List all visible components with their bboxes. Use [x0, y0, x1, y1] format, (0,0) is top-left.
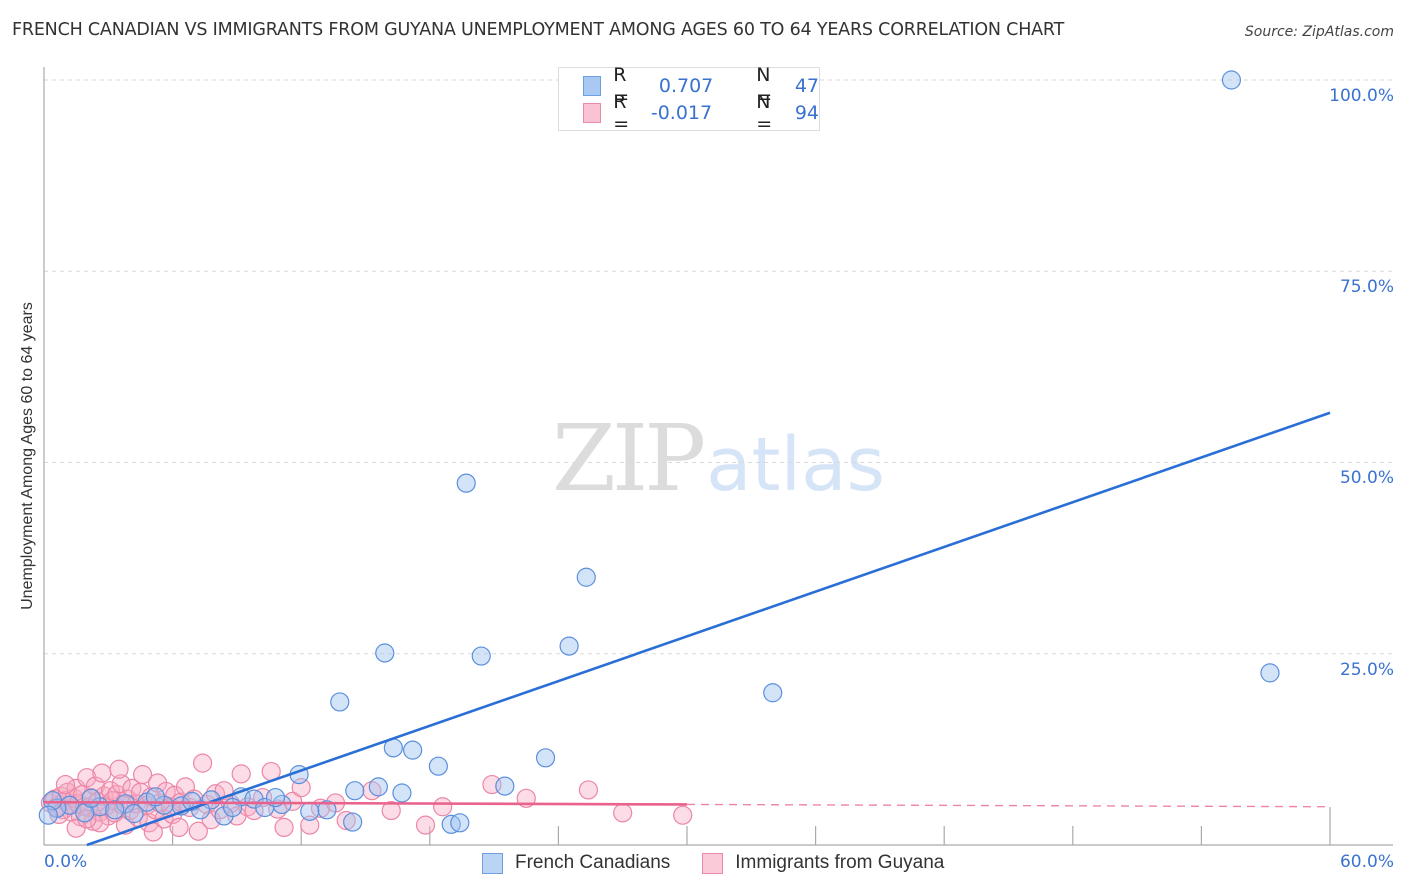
data-point: [763, 683, 783, 703]
data-point: [90, 813, 110, 833]
data-point: [317, 800, 337, 820]
legend-swatch-blue: [583, 76, 602, 96]
data-point: [471, 646, 491, 666]
source-label: Source: ZipAtlas.com: [1244, 24, 1394, 40]
data-point: [336, 810, 356, 831]
data-point: [38, 805, 58, 825]
data-point: [381, 800, 401, 821]
r-value: 0.707: [658, 75, 714, 97]
data-point: [1260, 663, 1280, 683]
data-point: [274, 817, 294, 838]
legend-swatch-pink: [702, 852, 724, 874]
data-point: [415, 815, 436, 835]
legend-row-french-canadians: R = 0.707 N = 47: [583, 64, 819, 108]
series-legend: French Canadians Immigrants from Guyana: [482, 852, 976, 874]
data-point: [535, 748, 556, 768]
data-point: [42, 791, 63, 811]
data-point: [300, 801, 320, 821]
y-tick-75: 75.0%: [1339, 277, 1394, 297]
data-point: [576, 567, 596, 587]
data-point: [403, 740, 423, 760]
data-point: [450, 813, 470, 833]
data-point: [92, 763, 112, 783]
data-point: [368, 777, 388, 797]
data-point: [495, 776, 515, 796]
legend-swatch-pink: [583, 103, 602, 123]
legend-label: Immigrants from Guyana: [735, 852, 945, 873]
data-point: [456, 473, 476, 493]
data-point: [345, 781, 365, 801]
data-point: [330, 692, 350, 712]
data-point: [578, 780, 599, 800]
data-point: [1221, 70, 1242, 90]
r-label: R =: [613, 64, 630, 108]
data-point: [223, 797, 243, 818]
y-tick-100: 100.0%: [1329, 86, 1394, 106]
data-point: [188, 821, 208, 841]
data-point: [132, 765, 153, 785]
data-point: [300, 815, 320, 835]
n-label: N =: [756, 64, 773, 108]
data-point: [613, 803, 633, 823]
correlation-legend: R = 0.707 N = 47 R = -0.017 N = 94: [558, 64, 820, 135]
data-point: [55, 774, 76, 795]
chart-title: FRENCH CANADIAN VS IMMIGRANTS FROM GUYAN…: [12, 20, 1065, 40]
trendlines: [43, 411, 1331, 847]
data-point: [81, 788, 101, 808]
data-point: [673, 805, 693, 825]
legend-swatch-blue: [482, 852, 503, 874]
data-point: [392, 783, 412, 803]
y-tick-50: 50.0%: [1339, 468, 1394, 488]
gridlines: [44, 79, 1393, 655]
guyana-trendline-dashed: [686, 803, 1331, 808]
data-point: [169, 817, 189, 838]
data-point: [428, 756, 448, 776]
data-point: [343, 812, 363, 832]
data-point: [231, 764, 251, 784]
x-tick-60: 60.0%: [1339, 852, 1394, 872]
data-point: [559, 636, 579, 656]
y-tick-25: 25.0%: [1339, 660, 1394, 680]
french-canadians-trendline: [86, 411, 1331, 847]
data-point: [375, 643, 395, 663]
legend-item-french-canadians[interactable]: French Canadians: [482, 852, 670, 874]
data-point: [143, 822, 163, 842]
guyana-trendline-solid: [43, 800, 688, 806]
series-french-canadians: [38, 70, 1280, 834]
legend-label: French Canadians: [515, 852, 671, 873]
data-point: [433, 797, 453, 817]
data-point: [193, 753, 213, 773]
axes: [43, 67, 1393, 846]
data-point: [124, 804, 144, 824]
legend-item-immigrants-from-guyana[interactable]: Immigrants from Guyana: [702, 852, 944, 874]
n-value: 94: [794, 102, 819, 124]
legend-row-immigrants-from-guyana: R = -0.017 N = 94: [583, 91, 819, 135]
r-label: R =: [613, 91, 630, 135]
data-point: [105, 800, 125, 820]
r-value: -0.017: [650, 102, 713, 124]
n-value: 47: [794, 75, 819, 97]
n-label: N =: [756, 91, 773, 135]
y-axis-label: Unemployment Among Ages 60 to 64 years: [19, 302, 36, 610]
x-tick-0: 0.0%: [44, 852, 88, 872]
data-point: [109, 759, 129, 779]
